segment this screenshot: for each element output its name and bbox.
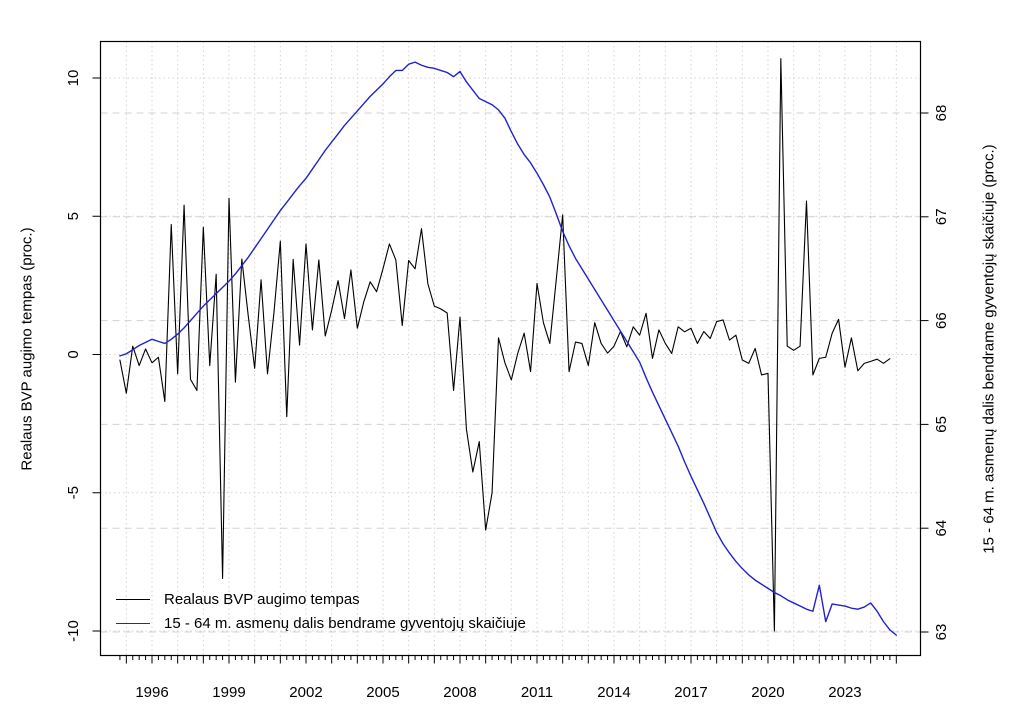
left-axis-tick-label: -5 bbox=[65, 486, 82, 499]
x-axis-label: 2008 bbox=[443, 684, 476, 701]
right-axis-tick-label: 68 bbox=[933, 105, 950, 122]
right-axis-tick-label: 63 bbox=[933, 624, 950, 641]
x-axis-label: 2002 bbox=[289, 684, 322, 701]
legend-label-gdp: Realaus BVP augimo tempas bbox=[164, 591, 360, 608]
left-axis-tick-label: 0 bbox=[65, 350, 82, 358]
right-axis-tick-label: 66 bbox=[933, 312, 950, 329]
population-share-line bbox=[119, 61, 898, 636]
right-axis-tick-label: 65 bbox=[933, 416, 950, 433]
plot-border bbox=[99, 40, 922, 657]
left-axis-tick-label: 10 bbox=[65, 70, 82, 87]
right-axis-title: 15 - 64 m. asmenų dalis bendrame gyvento… bbox=[980, 144, 998, 554]
x-axis-label: 1996 bbox=[135, 684, 168, 701]
x-axis-label: 1999 bbox=[212, 684, 245, 701]
x-axis-label: 2020 bbox=[751, 684, 784, 701]
left-axis-tick-label: -10 bbox=[65, 620, 82, 642]
gdp-growth-line bbox=[119, 58, 891, 632]
left-axis-tick-label: 5 bbox=[65, 212, 82, 220]
legend-label-population: 15 - 64 m. asmenų dalis bendrame gyvento… bbox=[164, 615, 526, 632]
legend: Realaus BVP augimo tempas 15 - 64 m. asm… bbox=[116, 591, 526, 632]
x-axis-label: 2017 bbox=[674, 684, 707, 701]
left-axis-title: Realaus BVP augimo tempas (proc.) bbox=[18, 227, 36, 471]
legend-item-population: 15 - 64 m. asmenų dalis bendrame gyvento… bbox=[116, 615, 526, 632]
right-axis-tick-label: 64 bbox=[933, 520, 950, 537]
legend-item-gdp: Realaus BVP augimo tempas bbox=[116, 591, 526, 608]
right-axis-tick-label: 67 bbox=[933, 208, 950, 225]
gdp-line-sample-icon bbox=[116, 599, 150, 600]
x-axis-label: 2011 bbox=[521, 684, 553, 701]
x-axis-label: 2014 bbox=[597, 684, 630, 701]
x-axis-label: 2005 bbox=[366, 684, 399, 701]
population-line-sample-icon bbox=[116, 623, 150, 624]
x-axis-label: 2023 bbox=[828, 684, 861, 701]
